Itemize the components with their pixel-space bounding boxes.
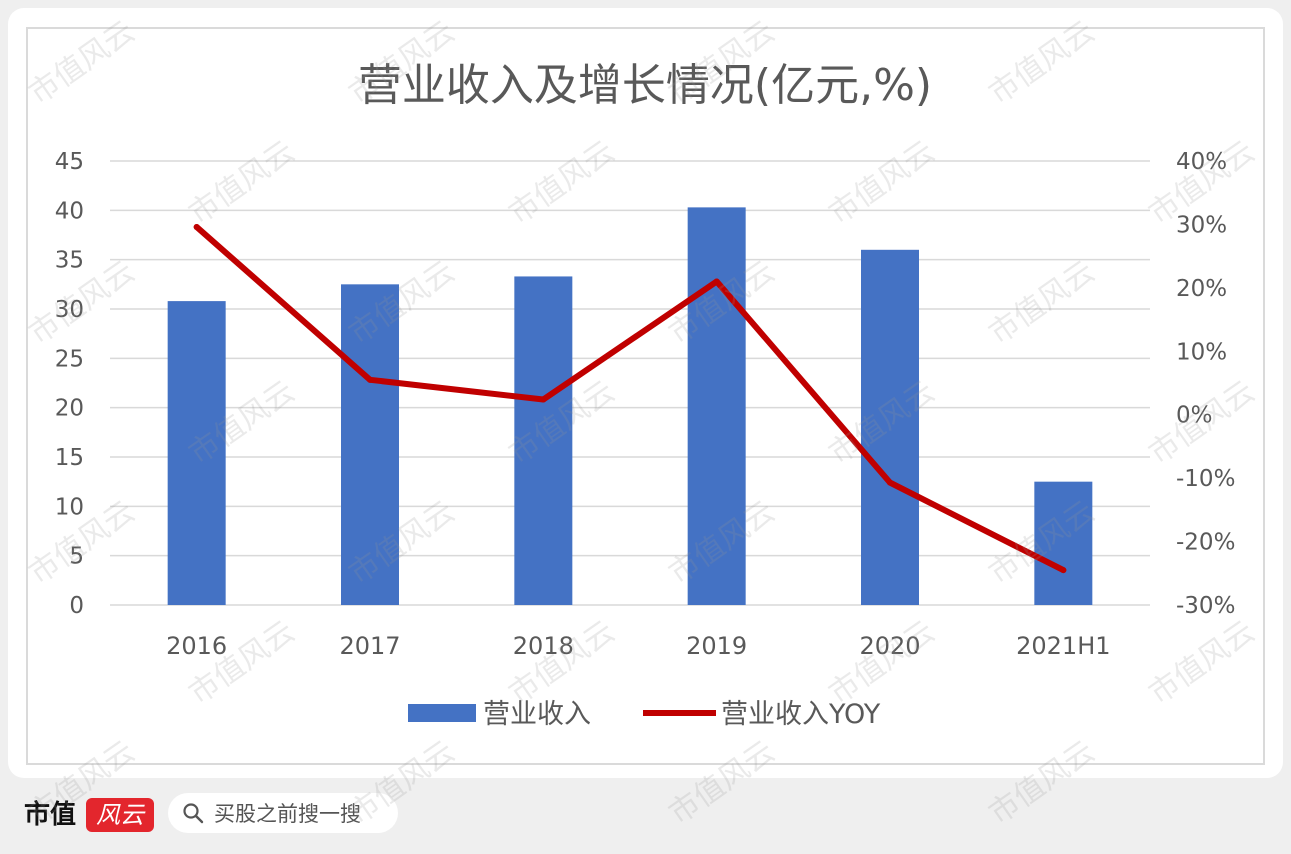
y-right-tick-label: -20% xyxy=(1176,530,1235,556)
y-left-tick-label: 30 xyxy=(55,297,84,323)
brand-name: 市值 xyxy=(24,800,77,830)
bar-2016 xyxy=(167,301,226,605)
brand-logo: 市值 风云 xyxy=(24,797,155,833)
y-left-tick-label: 0 xyxy=(69,593,84,619)
bar-2018 xyxy=(514,276,573,605)
x-tick-label: 2019 xyxy=(686,632,747,660)
yoy-point-2021H1 xyxy=(1060,567,1067,574)
x-tick-label: 2016 xyxy=(166,632,227,660)
bar-2019 xyxy=(687,207,746,605)
y-right-axis: -30% -20% -10% 0% 10% 20% 30% 40% xyxy=(1176,149,1235,619)
y-left-tick-label: 15 xyxy=(55,445,84,471)
legend-label-yoy: 营业收入YOY xyxy=(721,699,881,730)
yoy-point-2017 xyxy=(367,376,373,383)
yoy-point-2019 xyxy=(713,278,720,285)
legend-swatch-revenue xyxy=(408,704,476,722)
y-left-tick-label: 5 xyxy=(69,544,84,570)
y-right-tick-label: -10% xyxy=(1176,466,1235,492)
legend-label-revenue: 营业收入 xyxy=(483,699,591,730)
revenue-bars xyxy=(167,207,1093,606)
y-right-tick-label: -30% xyxy=(1176,593,1235,619)
y-right-tick-label: 10% xyxy=(1176,339,1227,365)
yoy-line xyxy=(193,224,1067,574)
y-left-tick-label: 45 xyxy=(55,149,84,175)
legend: 营业收入 营业收入YOY xyxy=(408,699,881,730)
yoy-series xyxy=(193,223,1067,574)
y-right-tick-label: 20% xyxy=(1176,276,1227,302)
search-icon xyxy=(182,802,204,824)
y-left-tick-label: 40 xyxy=(55,198,84,224)
bar-2021H1 xyxy=(1034,481,1093,605)
gridlines xyxy=(110,160,1150,606)
chart-title: 营业收入及增长情况(亿元,%) xyxy=(358,60,932,111)
y-left-tick-label: 10 xyxy=(55,494,84,520)
y-left-tick-label: 35 xyxy=(55,248,84,274)
x-tick-label: 2017 xyxy=(339,632,400,660)
y-right-tick-label: 30% xyxy=(1176,212,1227,238)
yoy-point-2018 xyxy=(540,396,547,403)
y-right-tick-label: 40% xyxy=(1176,149,1227,175)
bar-2020 xyxy=(861,249,919,606)
y-right-tick-label: 0% xyxy=(1176,403,1213,429)
x-tick-label: 2021H1 xyxy=(1016,632,1110,660)
y-left-tick-label: 25 xyxy=(55,346,84,372)
yoy-point-2016 xyxy=(193,223,200,230)
x-tick-label: 2020 xyxy=(859,632,920,660)
brand-mark: 风云 xyxy=(86,798,155,832)
y-left-axis: 0 5 10 15 20 25 30 35 40 45 xyxy=(55,149,84,619)
x-tick-label: 2018 xyxy=(513,632,574,660)
chart-frame xyxy=(26,27,1265,765)
search-box[interactable]: 买股之前搜一搜 xyxy=(168,793,398,833)
x-axis: 2016 2017 2018 2019 2020 2021H1 xyxy=(166,632,1110,660)
y-left-tick-label: 20 xyxy=(55,396,84,422)
yoy-point-2020 xyxy=(887,479,893,486)
bar-2017 xyxy=(341,284,399,605)
search-placeholder: 买股之前搜一搜 xyxy=(214,802,361,826)
